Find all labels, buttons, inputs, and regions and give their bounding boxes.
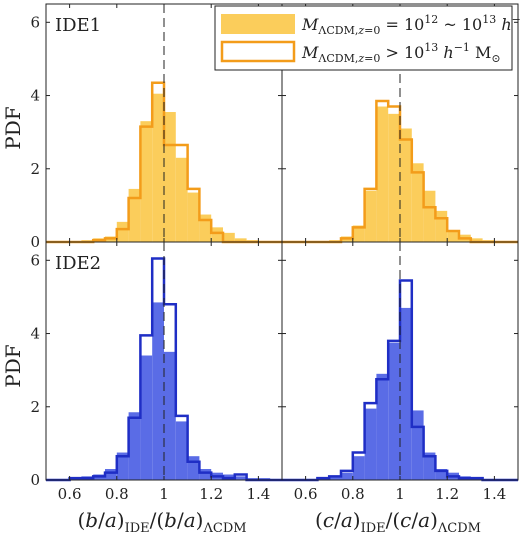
x-tick-label: 1.2 [435,485,459,503]
filled-bar [423,452,436,480]
filled-bar [411,410,424,480]
filled-bar [187,192,200,242]
legend-swatch-filled [221,14,295,34]
outline-histogram [282,99,518,244]
legend-label-filled: MΛCDM,z=0 = 1012 ~ 1013 h−1 M⊙ [301,13,520,37]
x-tick-label: 1.4 [246,485,270,503]
filled-bar [341,472,353,480]
y-tick-label: 2 [30,398,40,416]
filled-bar [105,469,117,480]
filled-bar [435,469,448,480]
outline-histogram [46,257,282,482]
filled-bar [234,476,247,480]
filled-bar [435,210,448,242]
filled-bar [400,128,412,242]
filled-bar [128,188,141,242]
filled-bar [234,238,247,242]
filled-bar [164,112,176,242]
panel-grid: 0 2 4 6 0.6 0.8 1 1.2 1.4 0 2 4 6 0.6 0.8 1 1.2 1.4 [30,3,519,503]
panel-ide2-ca: 0.6 0.8 1 1.2 1.4 [281,241,519,503]
filled-bar [388,113,400,242]
y-tick-label: 6 [30,13,40,31]
filled-bar [364,190,377,242]
x-tick-label: 0.6 [58,485,82,503]
x-tick-label: 1.2 [199,485,223,503]
legend-swatch-outline [220,40,296,63]
filled-bar [447,231,459,242]
row-label-ide1: IDE1 [55,15,101,36]
x-axis-title-right: (c/a)IDE/(c/a)ΛCDM [315,508,481,533]
x-tick-label: 1 [395,485,405,503]
x-tick-label: 1 [159,485,169,503]
y-axis-title-top: PDF [1,106,25,149]
filled-bar [411,163,424,242]
y-tick-label: 4 [30,325,40,343]
y-tick-label: 2 [30,160,40,178]
filled-bar [388,342,400,480]
panel-ide2-ba: 0.6 0.8 1 1.2 1.4 0 2 4 6 [30,241,283,503]
panel-ide1-ca [281,3,519,244]
x-axis-title-left: (b/a)IDE/(b/a)ΛCDM [77,508,246,533]
filled-bar [329,476,341,480]
y-tick-label: 4 [30,87,40,105]
filled-bar [164,351,176,480]
filled-bar [352,456,365,480]
y-tick-label: 0 [30,233,40,251]
filled-bar [223,232,235,242]
filled-bar [175,157,188,242]
filled-bar [140,121,153,242]
filled-bar [352,225,365,242]
legend-label-outline: MΛCDM,z=0 > 1013 h−1 M⊙ [301,41,501,65]
filled-bar [376,106,389,243]
filled-bar [175,421,188,480]
panel-ide1-ba: 0 2 4 6 [30,3,283,251]
filled-bar [199,469,212,480]
filled-bar [116,221,129,242]
x-tick-label: 0.8 [341,485,365,503]
x-tick-label: 0.6 [294,485,318,503]
legend: MΛCDM,z=0 = 1012 ~ 1013 h−1 M⊙ MΛCDM,z=0… [214,5,520,71]
outline-histogram [46,81,282,244]
filled-bar [364,408,377,480]
x-tick-label: 0.8 [105,485,129,503]
y-axis-title-bottom: PDF [1,344,25,387]
filled-bar [400,307,412,480]
filled-bar [211,227,223,242]
filled-bar [140,355,153,480]
filled-bar [152,93,164,242]
filled-bar [187,456,200,480]
row-label-ide2: IDE2 [55,253,101,274]
y-tick-label: 6 [30,251,40,269]
y-tick-label: 0 [30,471,40,489]
filled-bar [376,373,389,480]
filled-bar [470,238,483,242]
filled-bar [152,302,164,480]
filled-bar [199,214,212,242]
filled-bar [128,412,141,480]
filled-bar [116,452,129,480]
filled-bar [423,190,436,242]
x-tick-label: 1.4 [482,485,506,503]
